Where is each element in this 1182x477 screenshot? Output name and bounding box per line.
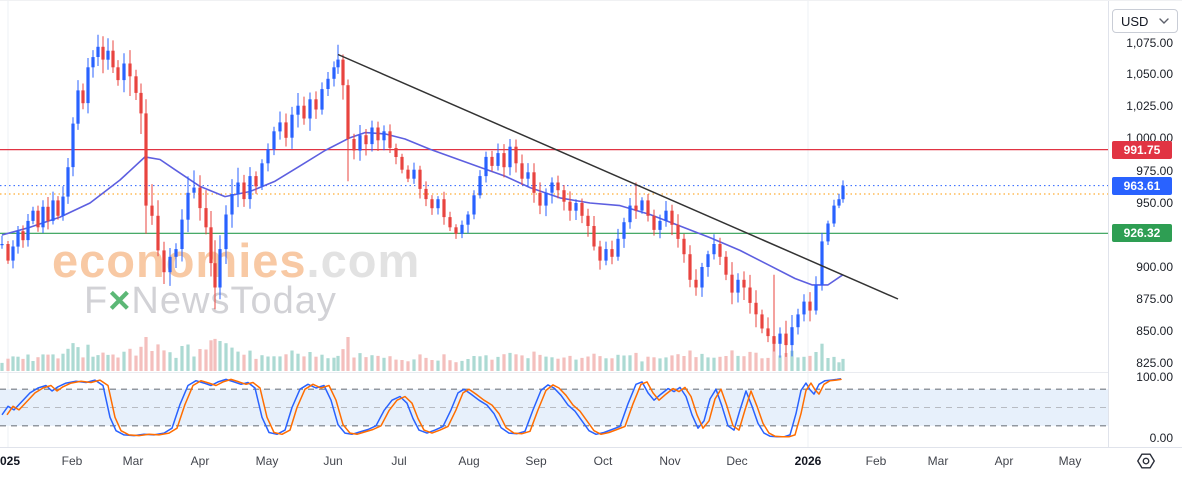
pane-separator[interactable] <box>0 372 1182 373</box>
current-price-badge: 963.61 <box>1112 176 1172 195</box>
chart-canvas[interactable] <box>0 1 1108 447</box>
time-tick-label: Feb <box>865 454 887 468</box>
support-price-badge: 926.32 <box>1112 224 1172 243</box>
time-tick-label: Nov <box>659 454 681 468</box>
time-tick-label: Apr <box>994 454 1014 468</box>
price-tick-label: 975.00 <box>1136 164 1173 178</box>
price-tick-label: 0.00 <box>1149 431 1173 445</box>
price-tick-label: 100.00 <box>1136 370 1173 384</box>
price-axis[interactable]: 1,075.00 1,050.00 1,025.00 1,000.00 975.00 95… <box>1108 1 1182 447</box>
resistance-price-badge: 991.75 <box>1112 140 1172 159</box>
time-tick-label: Mar <box>122 454 144 468</box>
time-tick-label: Apr <box>190 454 210 468</box>
hexagon-logo-icon <box>1137 453 1155 469</box>
price-tick-label: 850.00 <box>1136 324 1173 338</box>
chevron-down-icon <box>1159 18 1169 24</box>
price-tick-label: 1,025.00 <box>1126 99 1173 113</box>
economies-logo-icon[interactable] <box>1133 449 1159 473</box>
price-tick-label: 875.00 <box>1136 292 1173 306</box>
time-tick-label: Jul <box>391 454 407 468</box>
time-tick-label: Dec <box>726 454 748 468</box>
price-tick-label: 950.00 <box>1136 196 1173 210</box>
time-tick-label: Sep <box>525 454 547 468</box>
time-tick-label: Aug <box>458 454 480 468</box>
currency-select-value: USD <box>1121 13 1149 29</box>
price-tick-label: 1,075.00 <box>1126 36 1173 50</box>
currency-select[interactable]: USD <box>1112 9 1178 33</box>
time-tick-label: Jun <box>323 454 343 468</box>
price-tick-label: 900.00 <box>1136 260 1173 274</box>
time-tick-label: Oct <box>593 454 613 468</box>
time-tick-label: Mar <box>927 454 949 468</box>
time-tick-label: 2026 <box>794 454 822 468</box>
time-tick-label: 025 <box>0 454 21 468</box>
time-tick-label: May <box>255 454 279 468</box>
price-tick-label: 825.00 <box>1136 356 1173 370</box>
time-tick-label: May <box>1058 454 1082 468</box>
price-tick-label: 1,050.00 <box>1126 67 1173 81</box>
time-axis[interactable]: 025 Feb Mar Apr May Jun Jul Aug Sep Oct Nov Dec 2026… <box>0 447 1182 477</box>
time-tick-label: Feb <box>61 454 83 468</box>
